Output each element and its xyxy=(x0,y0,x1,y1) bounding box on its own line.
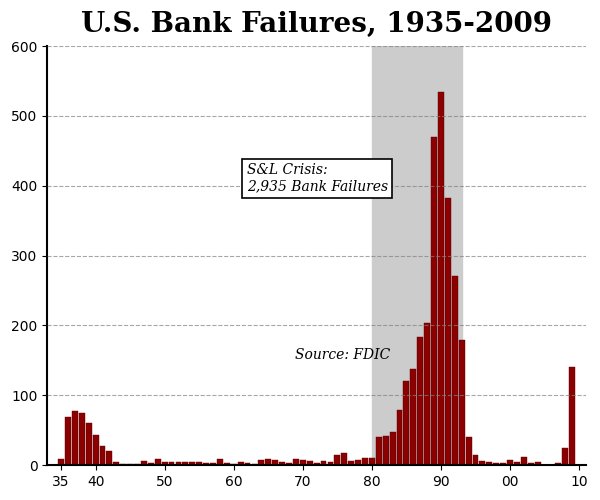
Bar xyxy=(535,462,541,465)
Bar xyxy=(521,458,527,465)
Bar xyxy=(196,462,202,465)
Bar xyxy=(182,462,188,465)
Bar xyxy=(438,92,444,465)
Bar xyxy=(355,460,361,465)
Bar xyxy=(58,459,64,465)
Bar xyxy=(293,459,299,465)
Bar xyxy=(127,464,133,465)
Bar xyxy=(403,382,409,465)
Bar xyxy=(141,461,147,465)
Bar xyxy=(369,458,375,465)
Bar xyxy=(224,463,230,465)
Bar xyxy=(341,454,347,465)
Bar xyxy=(452,276,458,465)
Bar xyxy=(507,460,513,465)
Bar xyxy=(155,459,161,465)
Bar xyxy=(231,464,236,465)
Bar xyxy=(328,462,334,465)
Bar xyxy=(424,324,430,465)
Bar xyxy=(410,369,416,465)
Bar xyxy=(383,436,389,465)
Bar xyxy=(148,463,154,465)
Bar xyxy=(65,417,71,465)
Bar xyxy=(376,437,382,465)
Bar xyxy=(162,462,167,465)
Bar xyxy=(562,448,568,465)
Bar xyxy=(466,436,472,465)
Bar xyxy=(528,463,534,465)
Bar xyxy=(348,461,354,465)
Bar xyxy=(307,461,313,465)
Bar xyxy=(86,423,92,465)
Bar xyxy=(72,412,78,465)
Title: U.S. Bank Failures, 1935-2009: U.S. Bank Failures, 1935-2009 xyxy=(81,11,552,38)
Bar xyxy=(272,460,278,465)
Bar xyxy=(493,463,499,465)
Bar xyxy=(397,410,403,465)
Bar xyxy=(372,46,461,465)
Bar xyxy=(120,464,126,465)
Bar xyxy=(79,414,85,465)
Bar xyxy=(265,459,271,465)
Bar xyxy=(479,461,485,465)
Bar xyxy=(514,462,520,465)
Bar xyxy=(134,464,140,465)
Bar xyxy=(106,451,112,465)
Bar xyxy=(362,458,368,465)
Bar xyxy=(569,368,575,465)
Bar xyxy=(217,459,223,465)
Bar xyxy=(445,198,451,465)
Bar xyxy=(286,463,292,465)
Bar xyxy=(169,462,175,465)
Text: S&L Crisis:
2,935 Bank Failures: S&L Crisis: 2,935 Bank Failures xyxy=(247,164,388,194)
Bar xyxy=(210,463,216,465)
Bar xyxy=(300,460,306,465)
Bar xyxy=(245,463,250,465)
Bar xyxy=(314,463,320,465)
Bar xyxy=(473,454,478,465)
Bar xyxy=(334,456,340,465)
Bar xyxy=(320,461,326,465)
Bar xyxy=(487,462,492,465)
Bar xyxy=(279,462,285,465)
Bar xyxy=(100,446,106,465)
Bar xyxy=(113,462,119,465)
Bar xyxy=(259,460,264,465)
Bar xyxy=(176,462,181,465)
Text: Source: FDIC: Source: FDIC xyxy=(295,348,391,362)
Bar xyxy=(238,462,244,465)
Bar xyxy=(389,432,395,465)
Bar xyxy=(92,435,98,465)
Bar xyxy=(203,463,209,465)
Bar xyxy=(556,463,562,465)
Bar xyxy=(418,336,423,465)
Bar xyxy=(251,464,257,465)
Bar xyxy=(190,462,195,465)
Bar xyxy=(459,340,464,465)
Bar xyxy=(431,137,437,465)
Bar xyxy=(500,463,506,465)
